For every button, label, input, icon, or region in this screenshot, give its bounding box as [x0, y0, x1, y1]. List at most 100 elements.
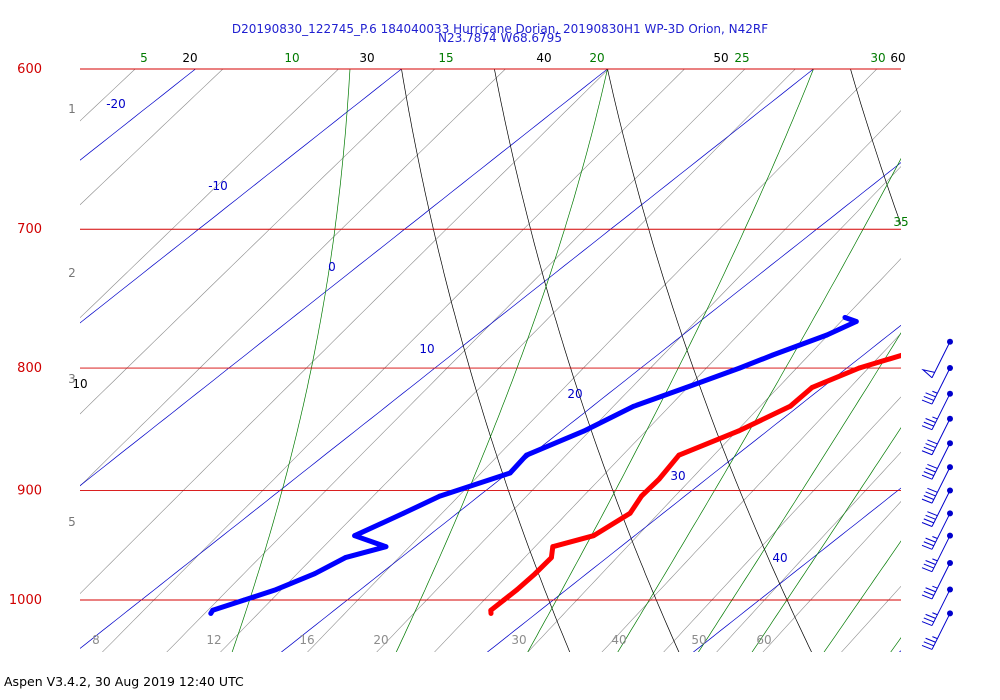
dewpoint-point	[312, 571, 318, 577]
mixing-ratio-line	[601, 332, 901, 652]
pressure-label: 800	[17, 361, 42, 376]
temperature-point	[856, 365, 862, 371]
mixing-ratio-line	[220, 69, 796, 652]
dewpoint-point	[853, 319, 859, 324]
dewpoint-point	[273, 587, 279, 592]
temperature-point	[488, 611, 494, 616]
isotherm-label: -20	[106, 97, 126, 111]
isotherm-line	[80, 69, 403, 324]
dewpoint-point	[343, 555, 348, 560]
dewpoint-point	[631, 403, 637, 409]
moist-adiabat-label: 35	[893, 215, 908, 229]
dewpoint-point	[684, 385, 689, 390]
temperature-point	[639, 493, 644, 499]
isotherm-label: 10	[419, 342, 434, 356]
isotherm-line	[898, 650, 901, 652]
wind-barb	[921, 610, 953, 650]
mixing-ratio-label: 8	[92, 633, 100, 647]
mixing-ratio-line	[80, 69, 436, 415]
mixing-ratio-label: 50	[691, 633, 706, 647]
dry-adiabat-line	[996, 0, 1000, 670]
mixing-ratio-line	[166, 69, 746, 652]
dewpoint-point	[352, 533, 357, 539]
temperature-point	[591, 533, 596, 539]
moist-adiabat-line	[890, 637, 901, 652]
dewpoint-point	[437, 493, 442, 499]
moist-adiabat-label: 10	[284, 51, 299, 65]
mixing-ratio-line	[80, 69, 224, 206]
temperature-point	[656, 476, 662, 482]
height-label: 5	[68, 515, 76, 529]
temperature-point	[809, 385, 815, 390]
height-label: 1	[68, 102, 76, 116]
mixing-ratio-line	[102, 69, 685, 652]
dry-adiabat-label: 10	[72, 377, 87, 391]
isotherm-line	[80, 69, 609, 487]
dewpoint-profile	[208, 315, 859, 616]
pressure-label: 900	[17, 483, 42, 498]
temperature-point	[900, 353, 901, 357]
mixing-ratio-line	[762, 501, 901, 652]
temperature-point	[982, 314, 987, 319]
dewpoint-point	[241, 597, 247, 603]
temperature-point	[676, 452, 682, 458]
wind-barb	[921, 390, 953, 431]
isotherm-line	[692, 487, 901, 652]
temperature-point	[549, 555, 554, 560]
moist-adiabat-label: 25	[734, 51, 749, 65]
wind-barb	[921, 532, 953, 573]
dewpoint-point	[383, 544, 389, 550]
moist-adiabat-line	[231, 69, 351, 652]
chart-title-line1: D20190830_122745_P.6 184040033 Hurricane…	[232, 22, 768, 36]
dewpoint-point	[524, 452, 529, 458]
moist-adiabat-label: 15	[438, 51, 453, 65]
dry-adiabat-label: 50	[713, 51, 728, 65]
mixing-ratio-line	[841, 585, 901, 652]
mixing-ratio-line	[376, 110, 901, 652]
moist-adiabat-label: 5	[140, 51, 148, 65]
isotherm-label: 30	[670, 469, 685, 483]
wind-barb	[921, 487, 953, 527]
wind-barb	[921, 338, 953, 379]
height-label: 3	[68, 372, 76, 386]
mixing-ratio-label: 40	[611, 633, 626, 647]
moist-adiabat-line	[751, 427, 901, 652]
dry-adiabat-label: 60	[890, 51, 905, 65]
wind-barb	[921, 559, 953, 600]
temperature-profile	[488, 352, 901, 616]
wind-barb	[921, 510, 953, 550]
dewpoint-point	[824, 332, 830, 338]
dry-adiabat-line	[850, 69, 901, 226]
temperature-point	[532, 571, 538, 577]
moist-adiabat-line	[527, 69, 814, 652]
moist-adiabat-label: 30	[870, 51, 885, 65]
mixing-ratio-label: 20	[373, 633, 388, 647]
mixing-ratio-line	[716, 451, 901, 652]
mixing-ratio-line	[434, 166, 901, 652]
mixing-ratio-line	[80, 69, 610, 595]
pressure-label: 600	[17, 62, 42, 77]
dewpoint-point	[770, 352, 776, 358]
dewpoint-point	[401, 510, 406, 516]
skewt-chart: D20190830_122745_P.6 184040033 Hurricane…	[9, 0, 1000, 670]
isotherm-label: -10	[208, 179, 228, 193]
isotherm-line	[486, 324, 901, 652]
dewpoint-point	[842, 315, 848, 320]
moist-adiabat-line	[617, 157, 901, 652]
dry-adiabat-line	[401, 69, 571, 652]
moist-adiabat-line	[939, 0, 1000, 670]
mixing-ratio-line	[307, 69, 878, 652]
isotherm-line	[80, 69, 815, 649]
isotherm-line	[280, 162, 901, 652]
mixing-ratio-label: 30	[511, 633, 526, 647]
mixing-ratio-line	[663, 396, 901, 652]
pressure-label: 1000	[9, 593, 42, 608]
mixing-ratio-line	[527, 258, 901, 652]
mixing-ratio-label: 12	[206, 633, 221, 647]
temperature-point	[951, 319, 956, 324]
dewpoint-point	[581, 428, 587, 434]
isotherm-line	[80, 69, 197, 161]
dry-adiabat-label: 40	[536, 51, 551, 65]
temperature-point	[787, 403, 793, 409]
moist-adiabat-line	[395, 69, 608, 652]
